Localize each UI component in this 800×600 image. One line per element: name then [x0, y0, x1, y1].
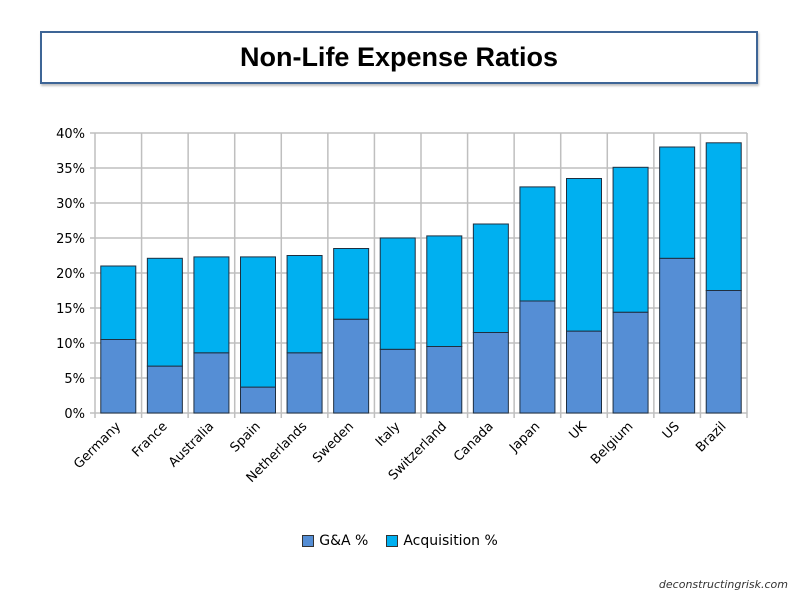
x-tick-label: Japan: [506, 419, 543, 456]
legend-item-ga: G&A %: [302, 533, 368, 549]
bar-ga: [100, 339, 137, 414]
y-tick-label: 5%: [64, 372, 85, 387]
y-tick-label: 0%: [64, 407, 85, 422]
x-tick-label: France: [130, 419, 171, 460]
bar-acquisition: [240, 256, 276, 388]
x-tick-label: UK: [566, 419, 590, 443]
bar-ga: [333, 318, 370, 414]
bar-acquisition: [426, 235, 463, 347]
bar-acquisition: [472, 223, 509, 333]
y-tick-label: 20%: [56, 267, 85, 282]
source-credit: deconstructingrisk.com: [658, 578, 788, 591]
x-tick-label: Italy: [373, 419, 404, 450]
y-tick-label: 35%: [56, 162, 85, 177]
legend-item-acquisition: Acquisition %: [386, 533, 498, 549]
legend: G&A % Acquisition %: [0, 533, 800, 549]
legend-swatch-acquisition: [386, 535, 399, 547]
bar-acquisition: [333, 248, 370, 320]
x-tick-label: Germany: [71, 419, 124, 472]
x-tick-label: Sweden: [310, 419, 357, 466]
legend-swatch-ga: [302, 535, 315, 547]
x-tick-label: Canada: [451, 419, 497, 465]
bar-ga: [426, 346, 463, 414]
bar-ga: [240, 386, 276, 414]
y-tick-label: 25%: [56, 232, 85, 247]
x-tick-label: Australia: [166, 419, 217, 470]
bar-acquisition: [379, 237, 416, 350]
chart-title-box: Non-Life Expense Ratios: [40, 31, 758, 84]
y-tick-label: 30%: [56, 197, 85, 212]
x-tick-label: Belgium: [588, 419, 636, 467]
bar-ga: [659, 257, 696, 414]
bar-acquisition: [705, 142, 742, 291]
bar-acquisition: [519, 186, 556, 302]
y-tick-label: 40%: [56, 127, 85, 142]
bar-ga: [379, 348, 416, 414]
bar-acquisition: [146, 257, 183, 367]
bar-acquisition: [612, 166, 649, 313]
legend-label-acquisition: Acquisition %: [403, 533, 498, 549]
bar-acquisition: [286, 255, 323, 354]
bar-ga: [705, 290, 742, 414]
bar-acquisition: [193, 256, 230, 354]
bar-ga: [519, 300, 556, 414]
bar-ga: [472, 332, 509, 414]
y-tick-label: 10%: [56, 337, 85, 352]
x-tick-label: Brazil: [693, 419, 729, 455]
chart-title: Non-Life Expense Ratios: [239, 42, 559, 72]
bar-ga: [193, 352, 230, 414]
bar-ga: [612, 311, 649, 414]
x-tick-label: Spain: [228, 419, 264, 455]
bar-acquisition: [659, 146, 696, 259]
x-tick-label: US: [660, 419, 683, 442]
bar-ga: [566, 330, 602, 414]
bar-ga: [286, 352, 323, 414]
bar-acquisition: [100, 265, 137, 340]
bar-acquisition: [566, 178, 602, 332]
stacked-bar-chart: 0% 5% 10% 15% 20% 25% 30% 35% 40% Germany FranceAu…: [56, 127, 748, 486]
bar-ga: [146, 365, 183, 414]
legend-label-ga: G&A %: [319, 533, 369, 549]
y-tick-label: 15%: [56, 302, 85, 317]
